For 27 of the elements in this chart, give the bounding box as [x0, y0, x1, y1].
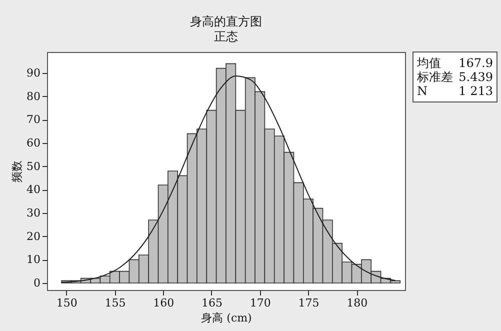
x-tick-label: 180 [346, 296, 368, 310]
text: 标准差 [416, 70, 453, 84]
x-tick-label: 175 [298, 296, 320, 310]
text: N [417, 84, 428, 98]
y-tick-label: 10 [26, 253, 40, 266]
text: 均值 [416, 56, 441, 70]
x-axis-title: 身高 (cm) [201, 312, 252, 324]
chart-subtitle: 正态 [214, 30, 238, 44]
chart-title: 身高的直方图 [190, 14, 262, 28]
text: 5.439 [458, 70, 493, 84]
y-axis-title: 频数 [10, 160, 24, 182]
x-tick-label: 170 [250, 296, 271, 310]
x-tick-label: 150 [56, 296, 78, 310]
x-tick-label: 165 [201, 296, 222, 310]
x-tick-label: 160 [153, 296, 174, 310]
y-tick-label: 60 [26, 136, 40, 150]
y-tick-label: 50 [26, 160, 40, 173]
y-tick-label: 40 [26, 183, 40, 196]
y-tick-label: 0 [34, 276, 40, 290]
y-tick-label: 90 [26, 66, 40, 80]
y-tick-label: 80 [26, 90, 40, 103]
text: 1 213 [458, 84, 493, 98]
x-tick-label: 155 [104, 296, 126, 310]
y-tick-label: 30 [26, 206, 40, 220]
y-tick-label: 70 [26, 113, 40, 126]
y-tick-label: 20 [26, 230, 40, 243]
text: 167.9 [458, 56, 493, 70]
